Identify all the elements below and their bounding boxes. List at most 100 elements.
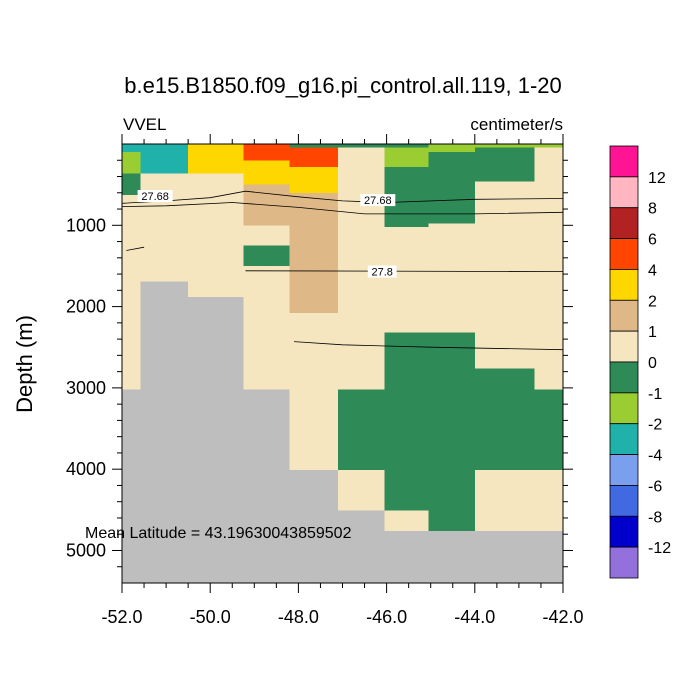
heatmap-cell (534, 192, 564, 391)
y-axis-label: Depth (m) (12, 315, 37, 413)
land-mask-cell (534, 530, 564, 584)
x-tick-label: -46.0 (366, 607, 407, 627)
colorbar-box (609, 515, 639, 548)
heatmap-cell (140, 144, 189, 174)
colorbar-label: 12 (648, 170, 666, 187)
heatmap-cell (122, 173, 142, 196)
colorbar-box (609, 238, 639, 270)
heatmap-cell (428, 223, 476, 334)
colorbar-label: 4 (648, 262, 657, 279)
contour-line (121, 202, 564, 215)
colorbar-label: 2 (648, 293, 657, 310)
colorbar-box (609, 207, 639, 239)
contour-line (121, 190, 564, 204)
heatmap-cell (243, 245, 291, 267)
heatmap-cell (338, 470, 385, 512)
heatmap-cell (384, 226, 430, 334)
heatmap-cell (384, 510, 430, 532)
heatmap-cell (428, 144, 476, 153)
heatmap-cell (534, 470, 564, 532)
land-mask-cell (188, 296, 244, 584)
colorbar-label: 8 (648, 201, 657, 218)
colorbar-box (609, 546, 639, 579)
contour-lines (121, 190, 564, 351)
x-axis-ticks: -52.0 -50.0 -48.0 -46.0 -44.0 -42.0 (101, 134, 584, 627)
colorbar-box (609, 485, 639, 517)
contour-labels: 27.68 27.68 27.8 (137, 190, 397, 279)
y-tick-label: 1000 (66, 215, 106, 235)
x-tick-label: -52.0 (101, 607, 142, 627)
heatmap-cell (428, 332, 476, 532)
heatmap-cell (140, 173, 189, 282)
contour-label: 27.68 (364, 195, 392, 207)
x-tick-label: -44.0 (454, 607, 495, 627)
colorbar-box (609, 454, 639, 486)
contour-label-box (367, 265, 397, 278)
colorbar-box (609, 269, 639, 301)
y-tick-label: 2000 (66, 297, 106, 317)
colorbar-label: -12 (648, 540, 671, 557)
colorbar-box (609, 330, 639, 363)
contour-label-box (360, 194, 396, 207)
y-axis-ticks: 1000 2000 3000 4000 5000 (66, 159, 573, 568)
colorbar-box (609, 361, 639, 394)
heatmap-cell (243, 160, 291, 186)
land-mask-cell (140, 281, 189, 584)
heatmap-cell (474, 470, 535, 532)
heatmap-cell (289, 147, 339, 168)
y-tick-label: 3000 (66, 378, 106, 398)
y-tick-label: 5000 (66, 540, 106, 560)
land-mask-cell (338, 510, 385, 584)
heatmap-cell (534, 144, 564, 148)
land-mask-cell (384, 530, 430, 584)
left-label: VVEL (123, 115, 166, 134)
colorbar-box (609, 299, 639, 332)
heatmap-cell (384, 147, 430, 168)
heatmap-cell (122, 152, 142, 174)
colorbar-box (609, 423, 639, 455)
colorbar-box (609, 145, 639, 178)
heatmap-cell (338, 389, 385, 471)
heatmap-cells (122, 144, 564, 584)
colorbar-label: -1 (648, 386, 662, 403)
land-mask-cell (289, 470, 339, 584)
heatmap-cell (474, 147, 535, 182)
heatmap-cell (474, 181, 535, 369)
colorbar-label: -4 (648, 448, 662, 465)
heatmap-cell (289, 192, 339, 314)
chart-title: b.e15.B1850.f09_g16.pi_control.all.119, … (124, 73, 562, 98)
heatmap-cell (474, 368, 535, 471)
colorbar-label: -2 (648, 417, 662, 434)
heatmap-cell (122, 195, 142, 391)
x-tick-label: -42.0 (542, 607, 583, 627)
contour-line (126, 246, 145, 251)
heatmap-cell (243, 265, 291, 391)
x-tick-label: -48.0 (278, 607, 319, 627)
heatmap-cell (428, 152, 476, 225)
colorbar-label: 1 (648, 324, 657, 341)
contour-line (245, 270, 564, 272)
land-mask-cell (474, 530, 535, 584)
land-mask-cell (122, 389, 142, 584)
heatmap-cell (384, 144, 430, 148)
contour-label: 27.8 (371, 267, 392, 279)
heatmap-cell (188, 144, 244, 174)
heatmap-cell (338, 144, 385, 148)
heatmap-cell (474, 144, 535, 148)
colorbar-label: 6 (648, 232, 657, 249)
heatmap-cell (289, 313, 339, 471)
right-label: centimeter/s (470, 115, 563, 134)
heatmap-cell (243, 144, 291, 161)
heatmap-cell (289, 144, 339, 148)
colorbar-label: -8 (648, 509, 662, 526)
heatmap-cell (243, 225, 291, 247)
colorbar-box (609, 392, 639, 425)
annotation-mean-latitude: Mean Latitude = 43.19630043859502 (85, 525, 352, 542)
colorbar-box (609, 176, 639, 209)
heatmap-cell (534, 389, 564, 471)
land-mask-cell (428, 530, 476, 584)
heatmap-cell (188, 173, 244, 298)
colorbar: 12 8 6 4 2 1 0 -1 -2 -4 -6 -8 -12 (609, 145, 671, 579)
heatmap-cell (122, 144, 142, 153)
